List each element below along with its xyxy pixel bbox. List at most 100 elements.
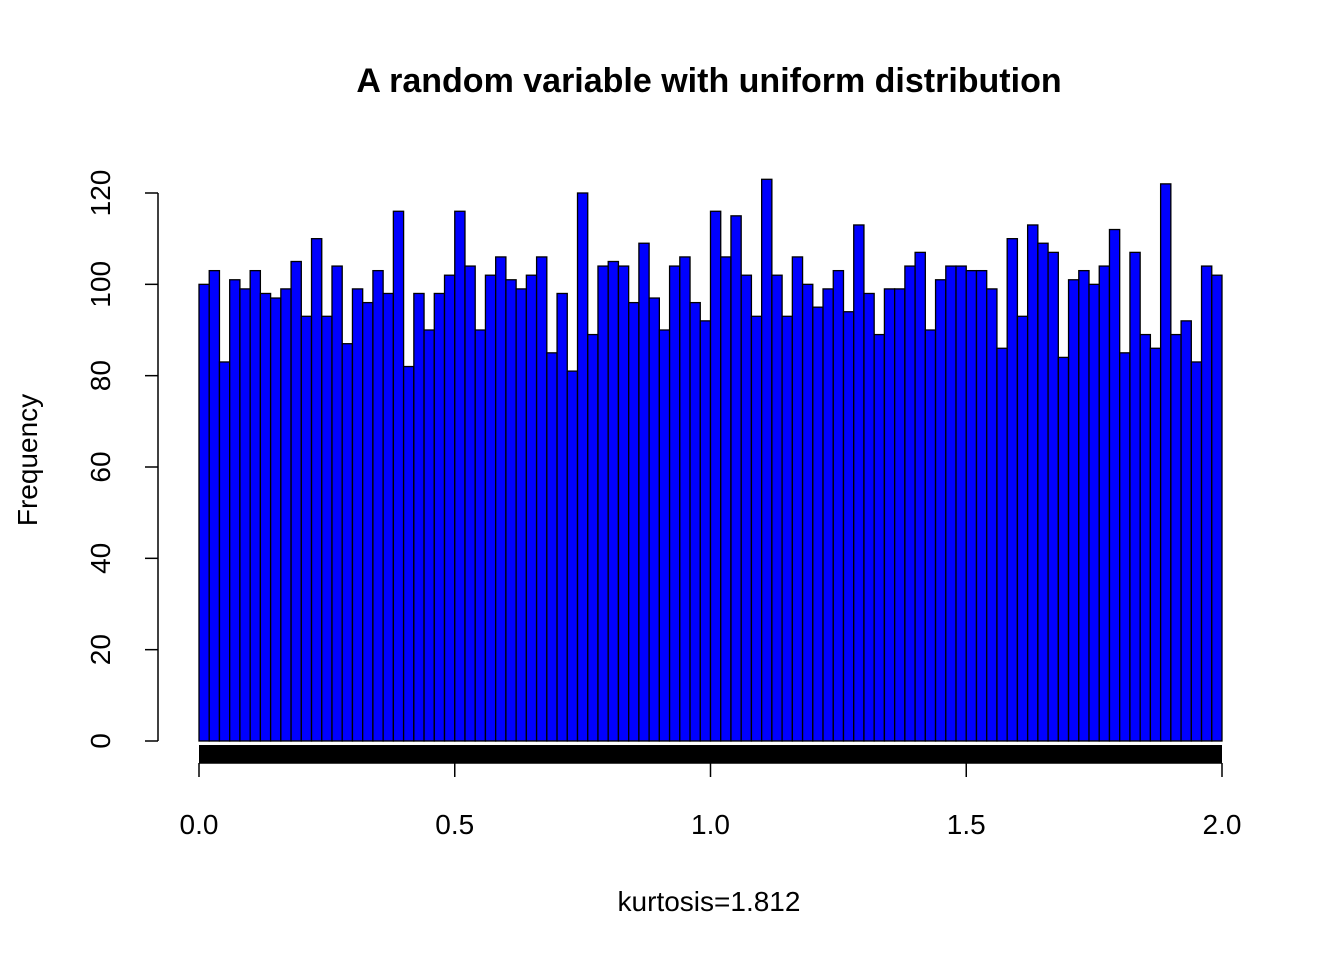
bar (883, 288, 896, 742)
y-tick-label: 0 (85, 733, 116, 749)
bar (668, 265, 681, 742)
bar (566, 370, 579, 742)
bar (392, 210, 405, 742)
bar (454, 210, 466, 742)
bar (853, 224, 865, 742)
bar (443, 274, 456, 742)
bar (229, 279, 241, 742)
bar (730, 215, 742, 742)
y-tick-label: 120 (85, 170, 116, 217)
bar (433, 292, 446, 742)
bar (1098, 265, 1111, 742)
bar (617, 265, 630, 742)
bar (1159, 183, 1172, 742)
bar (1057, 356, 1070, 742)
x-tick-label: 0.5 (435, 809, 474, 840)
bar (1108, 228, 1121, 742)
bar (658, 329, 671, 742)
bar (863, 292, 875, 742)
bar (546, 352, 558, 742)
bar (1088, 283, 1100, 742)
bar (801, 283, 814, 742)
x-tick-label: 1.5 (947, 809, 986, 840)
bar (362, 301, 374, 742)
bar (699, 320, 712, 742)
bar (1211, 274, 1223, 742)
bar (587, 333, 599, 742)
bar (372, 269, 384, 742)
bar (1067, 279, 1080, 742)
bar (1200, 265, 1213, 742)
y-tick-label: 60 (85, 451, 116, 482)
bar (1190, 361, 1203, 742)
bar (955, 265, 967, 742)
bar (310, 238, 323, 742)
bar (300, 315, 313, 742)
bar (648, 297, 660, 742)
bar (720, 256, 732, 742)
rug (199, 745, 1222, 763)
bar (515, 288, 528, 742)
bar (556, 292, 568, 742)
bar (893, 288, 906, 742)
bar (1119, 352, 1131, 742)
x-tick-label: 2.0 (1203, 809, 1242, 840)
y-tick-label: 20 (85, 634, 116, 665)
bar (576, 192, 589, 742)
y-axis-label: Frequency (12, 394, 43, 526)
bar (607, 260, 620, 742)
bar (321, 315, 333, 742)
bar (382, 292, 395, 742)
bar (791, 256, 804, 742)
bar (208, 269, 221, 742)
bar (832, 269, 845, 742)
bar (975, 269, 988, 742)
bar (996, 347, 1008, 742)
bar (525, 274, 538, 742)
bar (1078, 269, 1090, 742)
bar (709, 210, 722, 742)
y-tick-label: 100 (85, 261, 116, 308)
bar (198, 283, 210, 742)
bar (280, 288, 292, 742)
bar (965, 269, 978, 742)
bar (218, 361, 231, 742)
bar (413, 292, 425, 742)
bar (822, 288, 834, 742)
x-axis-label: kurtosis=1.812 (618, 886, 801, 917)
bar (1006, 238, 1019, 742)
bar (1180, 320, 1192, 742)
bar (1037, 242, 1049, 742)
bar (1026, 224, 1039, 742)
bar (402, 365, 415, 742)
bar (904, 265, 916, 742)
bar (239, 288, 251, 742)
bar (1139, 333, 1152, 742)
bar (495, 256, 507, 742)
bar (689, 301, 701, 742)
bar (269, 297, 282, 742)
bar (484, 274, 497, 742)
chart-title: A random variable with uniform distribut… (356, 62, 1061, 100)
bar (1149, 347, 1162, 742)
bar (1047, 251, 1059, 742)
bar (924, 329, 937, 742)
y-tick-label: 80 (85, 360, 116, 391)
bar (914, 251, 926, 742)
bar (986, 288, 998, 742)
bar (474, 329, 487, 742)
y-tick-label: 40 (85, 543, 116, 574)
bar (740, 274, 753, 742)
x-tick-label: 0.0 (180, 809, 219, 840)
bar (423, 329, 435, 742)
bar (873, 333, 886, 742)
bar (1016, 315, 1029, 742)
bar (638, 242, 650, 742)
bar (351, 288, 364, 742)
bar (781, 315, 793, 742)
bar (249, 269, 262, 742)
bar (628, 301, 640, 742)
bar (464, 265, 476, 742)
